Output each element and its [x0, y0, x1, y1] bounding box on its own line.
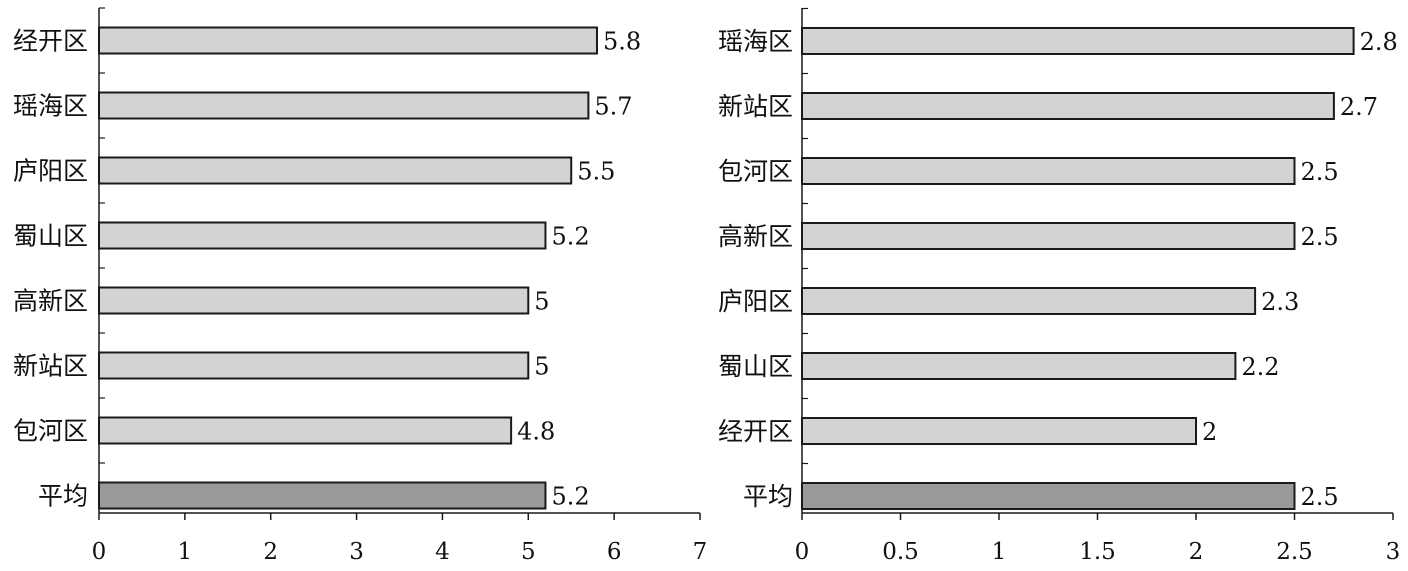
- chart-2: 0 0.5 1 1.5 2 2.5 3 瑶海区 2.8 新站区 2.7 包河区 2.5 高新区 2.5 庐阳区…: [718, 7, 1401, 565]
- x-tick-label: 2: [1189, 539, 1204, 565]
- category-label: 新站区: [718, 92, 793, 121]
- value-label: 5.7: [594, 93, 632, 121]
- average-bar: [801, 482, 1296, 510]
- bar: [801, 222, 1296, 250]
- x-tick-label: 3: [1386, 539, 1401, 565]
- category-label: 瑶海区: [718, 27, 793, 56]
- bar: [801, 352, 1237, 380]
- value-label: 2.5: [1301, 483, 1339, 511]
- bar: [98, 156, 573, 185]
- x-tick-label: 4: [435, 539, 450, 565]
- x-tick-label: 0: [795, 539, 810, 565]
- category-label: 庐阳区: [13, 157, 88, 186]
- x-tick-label: 6: [607, 539, 622, 565]
- x-tick-label: 7: [693, 539, 708, 565]
- x-tick-label: 0.5: [882, 539, 919, 565]
- chart-1: 0 1 2 3 4 5 6 7 经开区 5.8 瑶海区 5.7 庐阳区 5.5 蜀山区 5.2 高新区 5 新站区 5…: [13, 7, 708, 565]
- value-label: 2: [1202, 418, 1217, 446]
- bar: [801, 27, 1355, 55]
- category-label: 蜀山区: [13, 222, 88, 251]
- category-label: 包河区: [718, 157, 793, 186]
- category-label: 高新区: [718, 222, 793, 251]
- bar: [98, 221, 547, 250]
- x-tick-label: 3: [349, 539, 364, 565]
- category-label: 经开区: [718, 417, 793, 446]
- x-tick-label: 2.5: [1276, 539, 1313, 565]
- value-label: 2.3: [1261, 288, 1299, 316]
- value-label: 2.8: [1360, 28, 1398, 56]
- value-label: 5.5: [577, 158, 615, 186]
- value-label: 5.2: [551, 483, 589, 511]
- value-label: 5: [534, 353, 549, 381]
- average-bar: [98, 481, 547, 510]
- bar: [98, 416, 513, 445]
- category-label: 平均: [743, 482, 793, 511]
- category-label: 平均: [38, 482, 88, 511]
- category-label: 高新区: [13, 287, 88, 316]
- bar: [801, 417, 1197, 445]
- value-label: 4.8: [517, 418, 555, 446]
- bar: [98, 26, 598, 55]
- value-label: 2.2: [1241, 353, 1279, 381]
- category-label: 包河区: [13, 417, 88, 446]
- category-label: 新站区: [13, 352, 88, 381]
- value-label: 2.5: [1301, 223, 1339, 251]
- x-tick-label: 1.5: [1079, 539, 1116, 565]
- bar: [801, 157, 1296, 185]
- value-label: 5: [534, 288, 549, 316]
- value-label: 5.8: [603, 28, 641, 56]
- value-label: 2.7: [1340, 93, 1378, 121]
- bar: [98, 91, 590, 120]
- category-label: 庐阳区: [718, 287, 793, 316]
- x-tick-label: 1: [178, 539, 193, 565]
- bar: [801, 92, 1335, 120]
- x-tick-label: 2: [263, 539, 278, 565]
- bar: [98, 351, 530, 380]
- value-label: 2.5: [1301, 158, 1339, 186]
- x-tick-label: 5: [521, 539, 536, 565]
- category-label: 蜀山区: [718, 352, 793, 381]
- bar: [801, 287, 1257, 315]
- x-tick-label: 0: [92, 539, 107, 565]
- category-label: 经开区: [13, 27, 88, 56]
- value-label: 5.2: [551, 223, 589, 251]
- category-label: 瑶海区: [13, 92, 88, 121]
- x-tick-label: 1: [992, 539, 1007, 565]
- bar: [98, 286, 530, 315]
